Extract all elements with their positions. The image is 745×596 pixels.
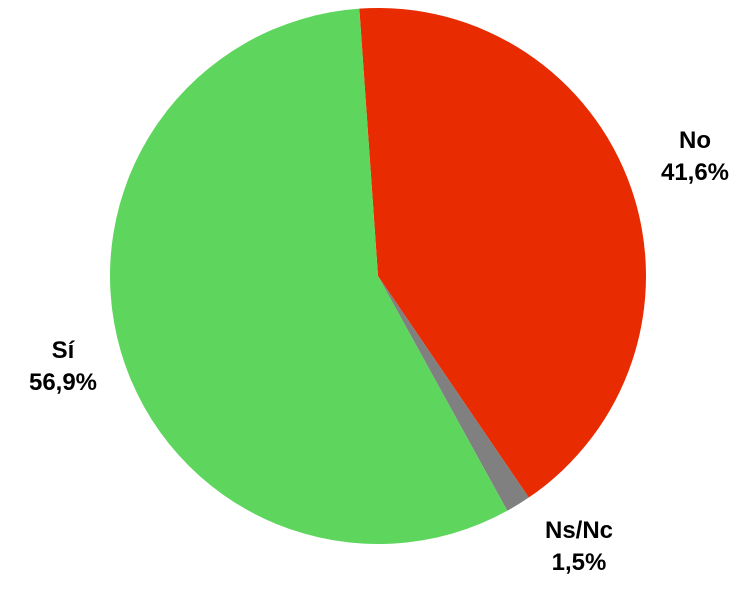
slice-label-s: Sí (52, 337, 76, 364)
pie-slices (110, 7, 646, 544)
pie-slice-s (110, 8, 508, 544)
slice-value-label-no: 41,6% (661, 159, 729, 186)
pie-slice-no (359, 7, 646, 498)
slice-label-no: No (679, 127, 711, 154)
slice-labels: No 41,6% Ns/Nc 1,5% Sí 56,9% (29, 127, 729, 576)
slice-value-label-s: 56,9% (29, 369, 97, 396)
slice-value-label-ns-nc: 1,5% (552, 549, 607, 576)
slice-label-ns-nc: Ns/Nc (545, 517, 613, 544)
pie-slice-ns-nc (378, 276, 529, 511)
